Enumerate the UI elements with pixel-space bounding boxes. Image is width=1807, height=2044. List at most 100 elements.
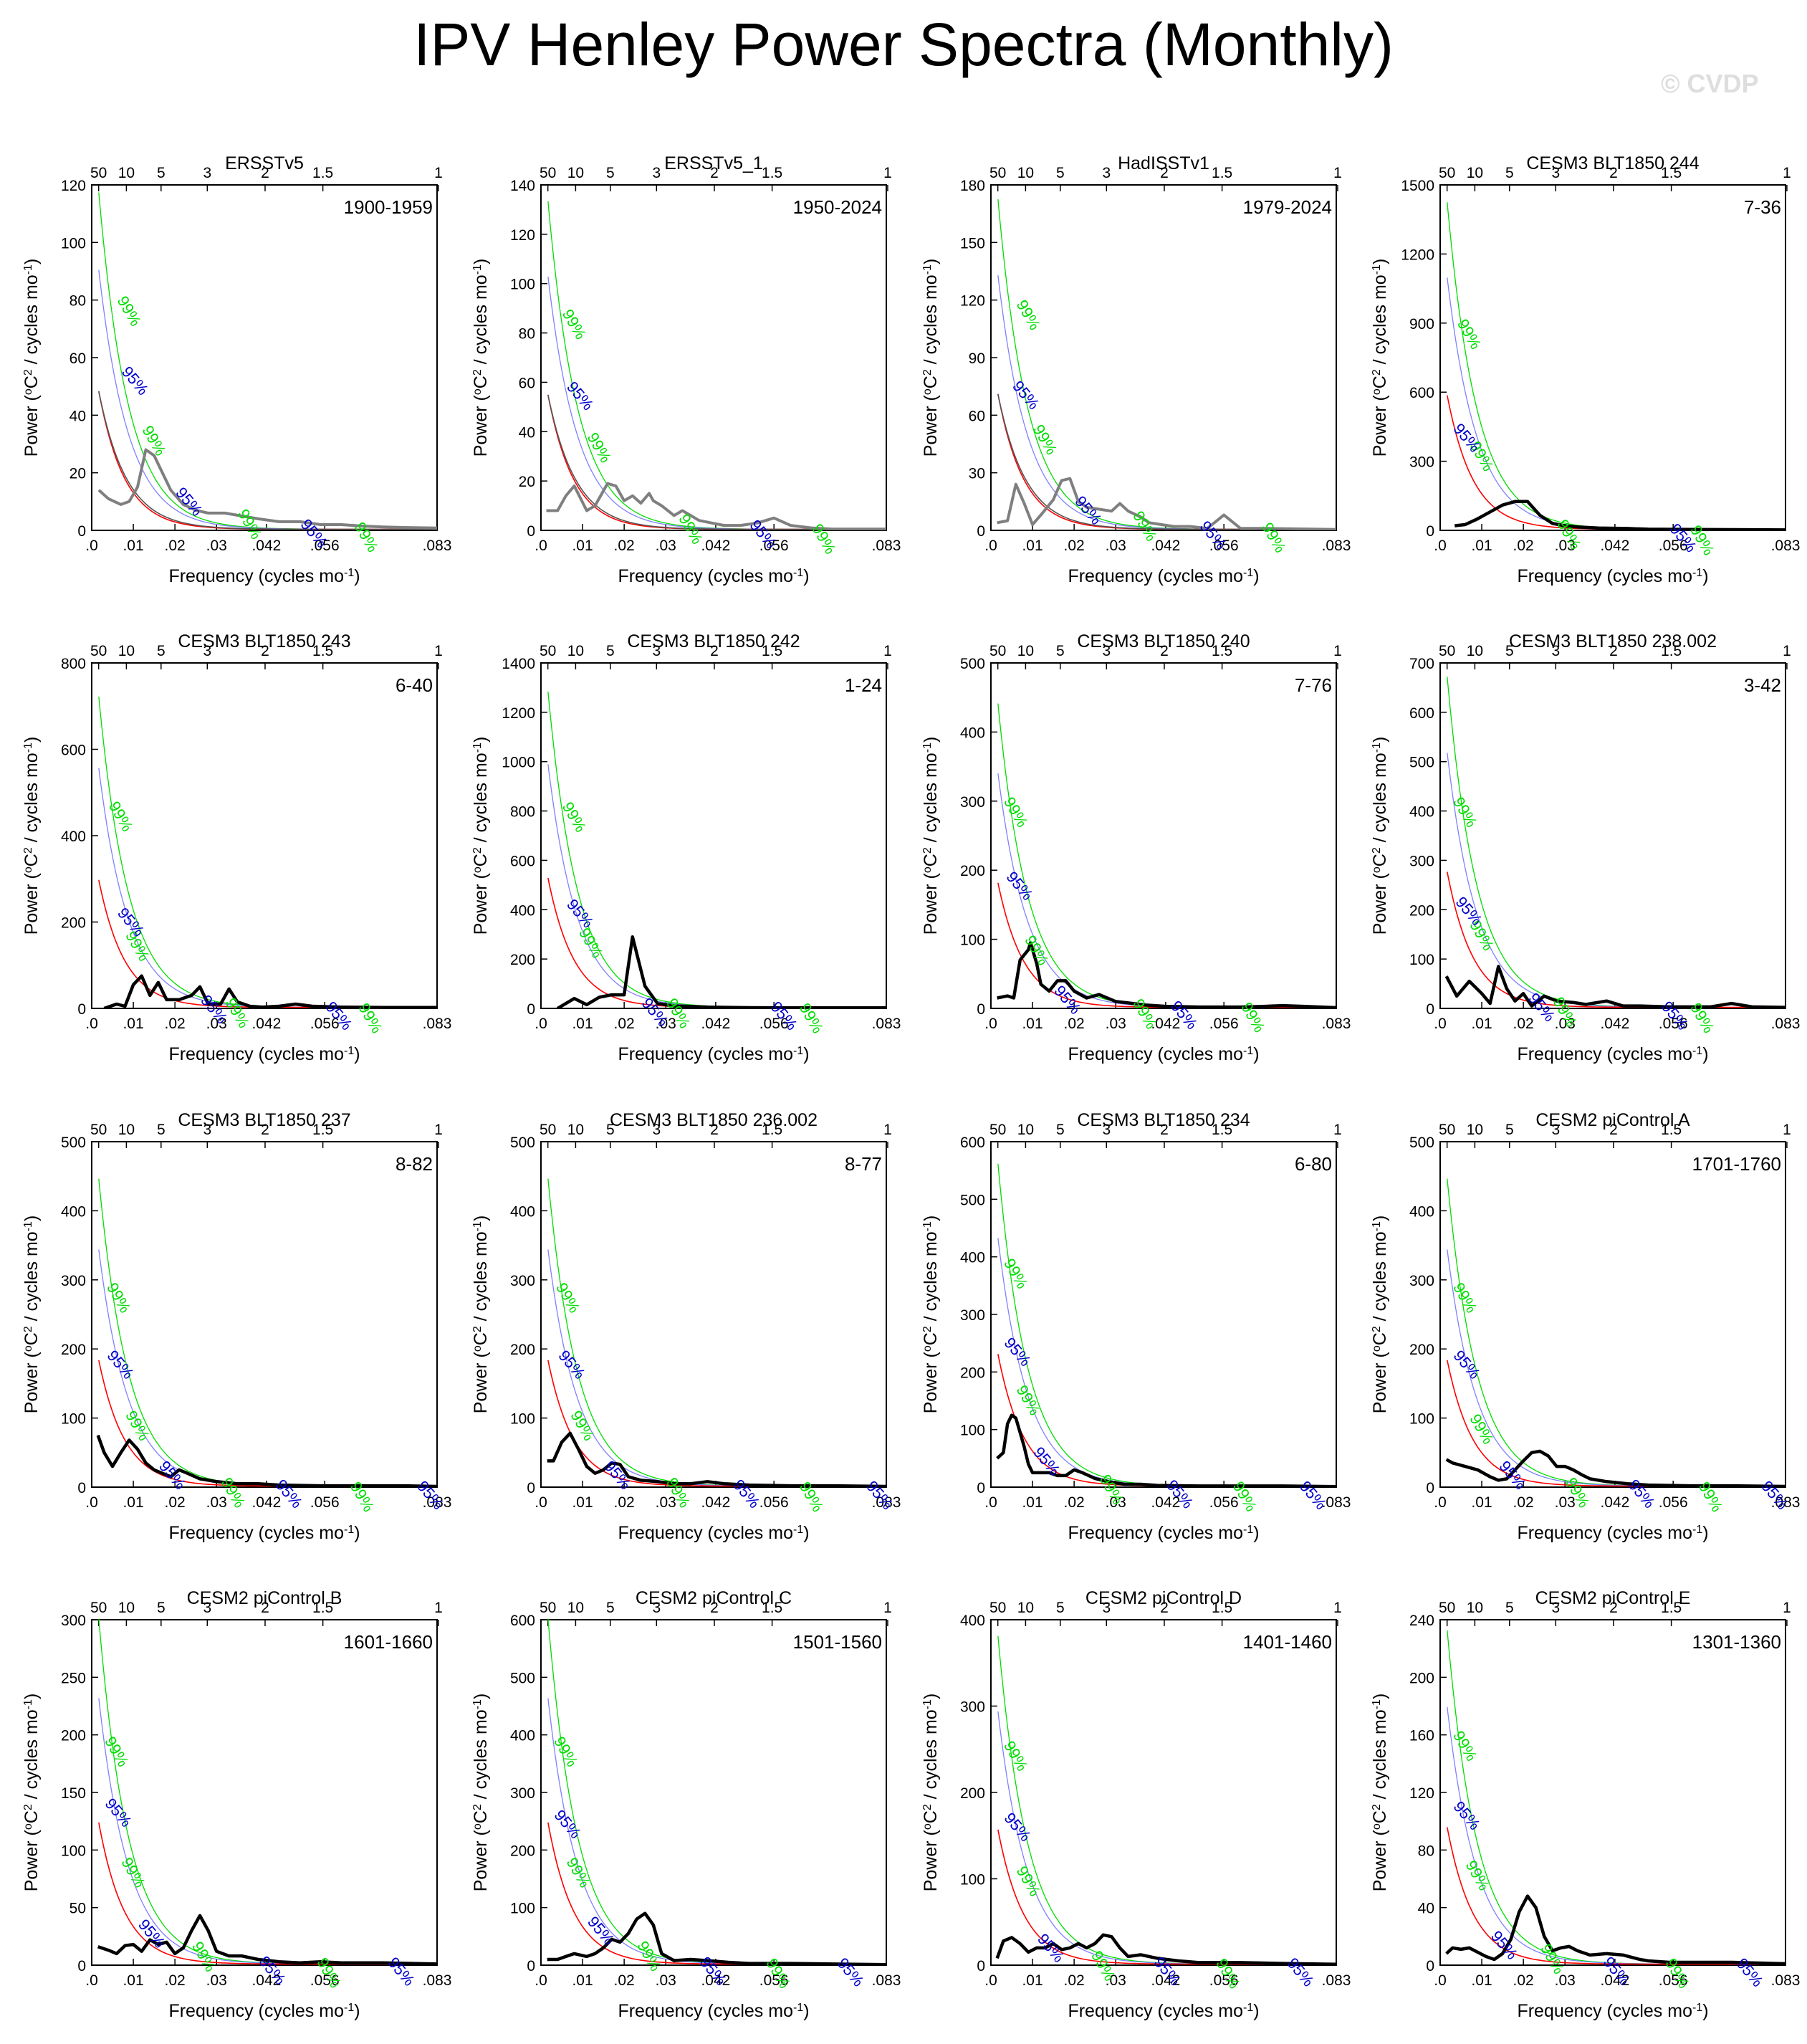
x-tick-label: .02 bbox=[165, 1494, 186, 1511]
period-tick-label: 5 bbox=[1505, 165, 1514, 181]
power-spectrum-line bbox=[1445, 1449, 1786, 1487]
y-tick-label: 30 bbox=[969, 466, 985, 482]
y-tick-label: 900 bbox=[1409, 316, 1434, 333]
y-tick-label: 150 bbox=[61, 1785, 86, 1802]
y-tick-label: 100 bbox=[960, 932, 985, 949]
x-tick-label: .01 bbox=[1471, 1972, 1492, 1989]
ci95-curve bbox=[997, 1711, 1336, 1965]
red-noise-curve bbox=[547, 1360, 886, 1487]
y-tick-label: 600 bbox=[1409, 385, 1434, 401]
period-tick-label: 3 bbox=[1102, 643, 1111, 659]
period-tick-label: 5 bbox=[606, 1600, 615, 1616]
spectrum-panel: CESM3 BLT1850 240 7-76 50 10 5 3 2 1.5 1 .0 .01 .02… bbox=[921, 631, 1351, 1064]
spectrum-panel: CESM3 BLT1850 242 1-24 50 10 5 3 2 1.5 1 .0 .01 .02… bbox=[471, 631, 901, 1064]
y-tick-label: 200 bbox=[61, 915, 86, 932]
panel-years: 1501-1560 bbox=[793, 1631, 882, 1653]
y-tick-label: 120 bbox=[1409, 1785, 1434, 1802]
y-tick-label: 100 bbox=[960, 1872, 985, 1888]
ci95-label: 95% bbox=[114, 904, 148, 940]
x-axis-label: Frequency (cycles mo-1) bbox=[168, 566, 360, 586]
ci99-label: 99% bbox=[1013, 297, 1045, 333]
power-spectrum-line bbox=[1444, 965, 1786, 1008]
x-tick-label: .056 bbox=[310, 538, 340, 554]
period-tick-label: 1 bbox=[1783, 1122, 1791, 1138]
y-tick-label: 0 bbox=[977, 1958, 985, 1974]
curves-layer bbox=[997, 199, 1336, 530]
period-tick-label: 5 bbox=[1056, 1600, 1065, 1616]
plot-frame bbox=[91, 1619, 438, 1966]
period-tick-label: 10 bbox=[1467, 1122, 1483, 1138]
period-tick-label: 50 bbox=[90, 1600, 107, 1616]
x-tick-label: .03 bbox=[656, 1494, 676, 1511]
ci95-label: 95% bbox=[551, 1806, 585, 1842]
ci95-label: 95% bbox=[103, 1347, 137, 1382]
x-tick-label: .02 bbox=[1064, 1494, 1085, 1511]
period-tick-label: 10 bbox=[1467, 165, 1483, 181]
y-axis-label: Power (oC2 / cycles mo-1) bbox=[471, 259, 491, 457]
ci99-curve bbox=[98, 192, 437, 530]
plot-frame bbox=[91, 1141, 438, 1488]
y-tick-label: 200 bbox=[1409, 1342, 1434, 1358]
x-tick-label: .083 bbox=[1771, 538, 1801, 554]
y-tick-label: 200 bbox=[960, 1365, 985, 1381]
ci95-label: 95% bbox=[384, 1954, 418, 1990]
y-tick-label: 80 bbox=[519, 326, 535, 343]
y-tick-label: 300 bbox=[1409, 454, 1434, 471]
period-tick-label: 1.5 bbox=[1661, 1600, 1682, 1616]
period-tick-label: 1 bbox=[883, 165, 892, 181]
ci95-curve bbox=[547, 1249, 886, 1487]
period-tick-label: 1.5 bbox=[762, 165, 782, 181]
y-tick-label: 0 bbox=[77, 1001, 86, 1018]
ci99-curve bbox=[98, 696, 437, 1008]
period-tick-label: 2 bbox=[710, 643, 719, 659]
x-tick-label: .056 bbox=[1659, 1494, 1688, 1511]
x-tick-label: .056 bbox=[759, 1016, 789, 1032]
y-tick-label: 200 bbox=[960, 1785, 985, 1802]
panel-title: CESM3 BLT1850 238.002 bbox=[1509, 631, 1717, 651]
x-tick-label: .03 bbox=[1555, 1016, 1576, 1032]
spectrum-panel: HadISSTv1 1979-2024 50 10 5 3 2 1.5 1 .0 .01 .02 .03… bbox=[921, 153, 1351, 586]
power-spectrum-line bbox=[97, 448, 437, 530]
x-tick-label: .042 bbox=[1600, 1972, 1629, 1989]
x-tick-label: .02 bbox=[614, 1972, 635, 1989]
period-tick-label: 5 bbox=[157, 1600, 166, 1616]
y-tick-label: 1000 bbox=[502, 755, 535, 771]
period-tick-label: 1.5 bbox=[1661, 643, 1682, 659]
panel-title: HadISSTv1 bbox=[1118, 153, 1209, 173]
ci99-label: 99% bbox=[122, 1408, 153, 1444]
x-tick-label: .042 bbox=[701, 538, 730, 554]
x-axis-label: Frequency (cycles mo-1) bbox=[1068, 566, 1259, 586]
y-tick-label: 50 bbox=[70, 1901, 86, 1917]
period-tick-label: 5 bbox=[606, 165, 615, 181]
period-tick-label: 2 bbox=[1160, 165, 1169, 181]
panel-plot-area: CESM3 BLT1850 237 8-82 50 10 5 3 2 1.5 1 .0 .01 .02… bbox=[21, 1110, 451, 1543]
period-tick-label: 10 bbox=[1467, 643, 1483, 659]
y-tick-label: 100 bbox=[61, 235, 86, 252]
x-tick-label: .0 bbox=[984, 538, 997, 554]
period-tick-label: 3 bbox=[1551, 165, 1560, 181]
period-tick-label: 2 bbox=[1160, 1600, 1169, 1616]
x-axis-label: Frequency (cycles mo-1) bbox=[1517, 1044, 1708, 1064]
period-tick-label: 3 bbox=[1102, 1122, 1111, 1138]
x-tick-label: .0 bbox=[984, 1494, 997, 1511]
ci95-curve bbox=[98, 269, 437, 530]
power-spectrum-line bbox=[547, 1911, 886, 1965]
period-tick-label: 50 bbox=[90, 165, 107, 181]
y-tick-label: 600 bbox=[510, 1613, 535, 1629]
curves-layer bbox=[997, 703, 1336, 1008]
power-spectrum-line bbox=[547, 1431, 886, 1487]
y-axis-label: Power (oC2 / cycles mo-1) bbox=[921, 737, 941, 935]
panel-plot-area: CESM2 piControl C 1501-1560 50 10 5 3 2 1.5 1 .0.… bbox=[471, 1588, 901, 2021]
y-axis-label: Power (oC2 / cycles mo-1) bbox=[921, 1694, 941, 1892]
period-tick-label: 2 bbox=[1609, 1122, 1618, 1138]
ci99-label: 99% bbox=[1462, 1857, 1494, 1893]
curves-layer bbox=[547, 691, 886, 1008]
power-spectrum-line bbox=[97, 1914, 437, 1965]
panel-title: ERSSTv5_1 bbox=[664, 153, 763, 173]
x-tick-label: .042 bbox=[251, 1972, 281, 1989]
x-tick-label: .02 bbox=[165, 538, 186, 554]
x-tick-label: .083 bbox=[423, 1972, 452, 1989]
x-tick-label: .03 bbox=[206, 1494, 227, 1511]
x-tick-label: .083 bbox=[423, 1016, 452, 1032]
period-tick-label: 50 bbox=[989, 643, 1006, 659]
